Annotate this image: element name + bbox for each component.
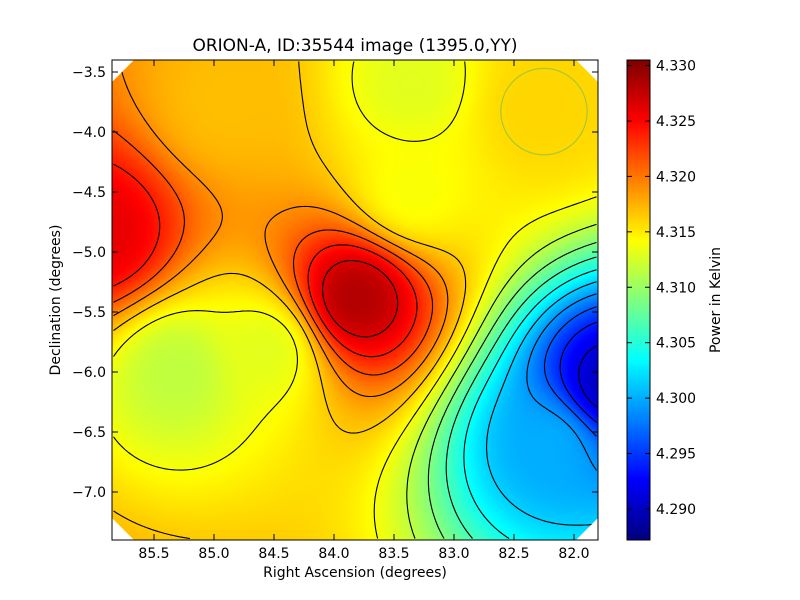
colorbar-tick-label: 4.310 xyxy=(656,280,696,296)
y-tick-label: −5.0 xyxy=(72,245,106,261)
contour-level-2 xyxy=(543,306,597,437)
y-tick-label: −7.0 xyxy=(72,485,106,501)
colorbar-gradient xyxy=(627,60,650,540)
contour-level-3 xyxy=(526,293,597,471)
y-tick-label: −4.5 xyxy=(72,185,106,201)
y-tick-label: −6.0 xyxy=(72,365,106,381)
y-tick-label: −6.5 xyxy=(72,425,106,441)
colorbar-frame xyxy=(626,59,651,541)
contour-level-9 xyxy=(113,61,597,539)
contour-level-0 xyxy=(578,345,597,408)
contour-level-4 xyxy=(486,281,597,526)
contour-lines xyxy=(113,61,597,540)
colorbar-label: Power in Kelvin xyxy=(708,247,724,353)
contour-level-13 xyxy=(113,163,418,358)
colorbar-tick-label: 4.325 xyxy=(656,114,696,130)
beam-circle xyxy=(500,67,588,156)
heatmap-image xyxy=(112,60,598,540)
contour-level-1 xyxy=(559,321,597,423)
colorbar-tick-label: 4.295 xyxy=(656,447,696,463)
contour-level-10 xyxy=(113,61,467,540)
colorbar-ticks: 4.290 4.295 4.300 4.305 4.310 4.315 4.320 4.325… xyxy=(627,59,696,518)
x-tick-label: 85.5 xyxy=(138,546,169,562)
colorbar-tick-label: 4.300 xyxy=(656,391,696,407)
y-tick-label: −3.5 xyxy=(72,65,106,81)
contour-level-6 xyxy=(445,256,597,539)
x-tick-label: 85.0 xyxy=(198,546,229,562)
colorbar-tick-label: 4.290 xyxy=(656,502,696,518)
y-tick-label: −4.0 xyxy=(72,125,106,141)
y-tick-label: −5.5 xyxy=(72,305,106,321)
contour-level-8 xyxy=(406,223,597,539)
chart-title: ORION-A, ID:35544 image (1395.0,YY) xyxy=(192,36,517,56)
x-tick-label: 82.0 xyxy=(558,546,589,562)
x-axis-label: Right Ascension (degrees) xyxy=(263,565,447,581)
colorbar-tick-label: 4.330 xyxy=(656,59,696,75)
x-tick-label: 83.0 xyxy=(438,546,469,562)
x-tick-label: 84.5 xyxy=(258,546,289,562)
colorbar-tick-label: 4.320 xyxy=(656,169,696,185)
contour-level-5 xyxy=(463,269,597,539)
y-axis-label: Declination (degrees) xyxy=(48,225,64,376)
colorbar-tick-label: 4.305 xyxy=(656,336,696,352)
y-axis: −3.5 −4.0 −4.5 −5.0 −5.5 −6.0 −6.5 −7.0 xyxy=(72,65,598,501)
x-tick-label: 83.5 xyxy=(378,546,409,562)
colorbar-tick-label: 4.315 xyxy=(656,225,696,241)
contour-level-7 xyxy=(427,241,597,539)
plot-frame xyxy=(111,59,599,541)
x-tick-label: 82.5 xyxy=(498,546,529,562)
colorbar: 4.290 4.295 4.300 4.305 4.310 4.315 4.320 4.325… xyxy=(626,59,724,541)
x-tick-label: 84.0 xyxy=(318,546,349,562)
map-area xyxy=(112,60,598,540)
contour-level-14 xyxy=(321,259,399,338)
x-axis: 85.5 85.0 84.5 84.0 83.5 83.0 82.5 82.0 xyxy=(138,60,590,562)
